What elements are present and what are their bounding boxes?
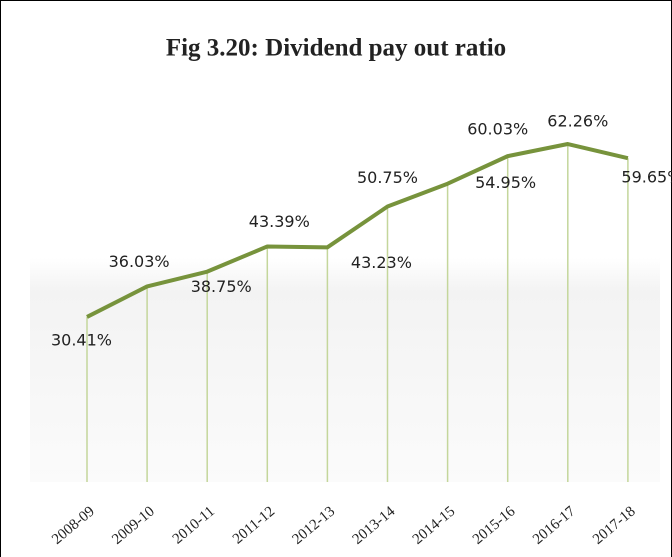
data-label: 50.75% [357, 168, 418, 187]
data-label: 38.75% [191, 277, 252, 296]
chart-title: Fig 3.20: Dividend pay out ratio [166, 35, 506, 62]
data-label: 43.23% [351, 253, 412, 272]
data-label: 60.03% [467, 120, 528, 139]
data-label: 43.39% [249, 212, 310, 231]
data-label: 30.41% [51, 330, 112, 349]
data-line [86, 142, 629, 319]
data-label: 36.03% [109, 252, 170, 271]
data-label: 54.95% [475, 173, 536, 192]
data-label: 62.26% [547, 112, 608, 131]
data-label: 59.65% [621, 168, 672, 187]
plot-background [30, 258, 660, 482]
